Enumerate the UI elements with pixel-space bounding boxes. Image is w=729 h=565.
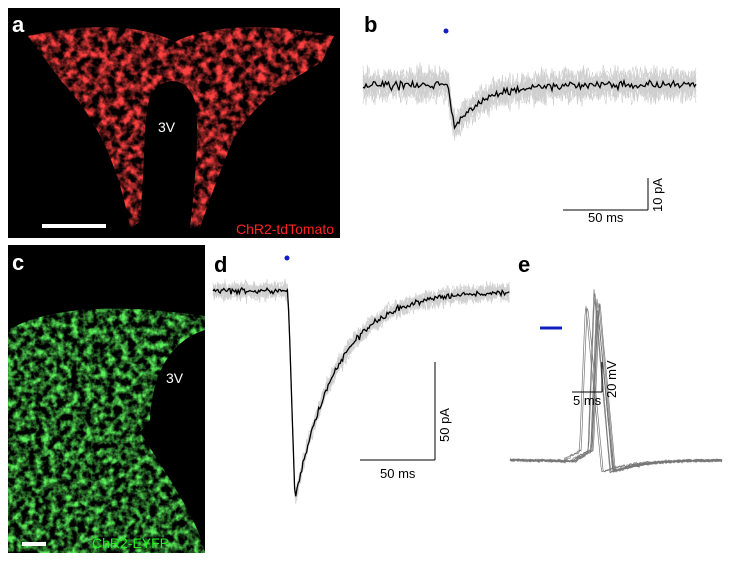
- sweep: [362, 66, 697, 141]
- region-label: 3V: [166, 370, 184, 386]
- sweep: [212, 281, 510, 496]
- sweep: [362, 66, 697, 136]
- panel-label: c: [12, 250, 24, 275]
- traces-b: [362, 62, 697, 141]
- sweep: [212, 279, 510, 499]
- sweep: [212, 279, 510, 494]
- panel-label: e: [518, 252, 530, 277]
- stain-label: ChR2-EYFP: [92, 535, 169, 551]
- sweep: [212, 281, 510, 496]
- panel-label: d: [214, 252, 227, 277]
- scale-x-label: 5 ms: [573, 393, 602, 408]
- traces-e: [509, 289, 723, 474]
- mean-trace: [212, 286, 510, 497]
- panel-label: b: [364, 12, 377, 37]
- light-pulse: [284, 255, 290, 261]
- scale-y-label: 10 pA: [650, 178, 665, 212]
- sweep: [362, 65, 697, 137]
- sweep: [212, 281, 510, 497]
- mean-trace: [362, 78, 697, 130]
- sweep: [212, 280, 510, 498]
- sweep: [509, 306, 723, 473]
- sweep: [212, 281, 510, 500]
- sweep: [212, 280, 510, 493]
- sweep: [362, 65, 697, 136]
- panel-label: a: [12, 12, 25, 37]
- sweep: [212, 283, 510, 498]
- sweep: [212, 281, 510, 499]
- sweep: [212, 281, 510, 495]
- scale-y-label: 50 pA: [437, 408, 452, 442]
- red-fibers: [28, 27, 334, 228]
- light-pulse: [443, 28, 449, 34]
- sweep: [212, 278, 510, 497]
- stain-label: ChR2-tdTomato: [236, 221, 334, 237]
- sweep: [212, 279, 510, 505]
- scale-y-label: 20 mV: [604, 360, 619, 398]
- traces-d: [212, 278, 510, 505]
- scale-x-label: 50 ms: [380, 466, 416, 481]
- scale-x-label: 50 ms: [588, 210, 624, 225]
- green-fibers: [8, 308, 205, 553]
- sweep: [212, 282, 510, 501]
- region-label: 3V: [158, 119, 176, 135]
